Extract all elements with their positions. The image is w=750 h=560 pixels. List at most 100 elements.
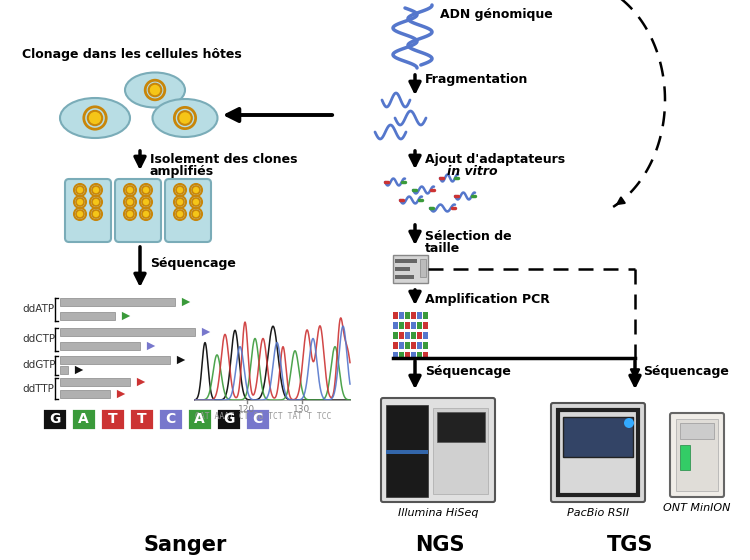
Text: G: G (223, 412, 234, 426)
Bar (433, 408, 488, 494)
Bar (423, 322, 428, 329)
Text: T: T (108, 412, 117, 426)
Text: ddGTP: ddGTP (22, 361, 56, 371)
Bar (60, 356, 170, 364)
Bar (399, 322, 404, 329)
Bar (399, 342, 404, 349)
Bar (558, 410, 638, 495)
Text: ddATP: ddATP (22, 305, 54, 315)
Bar (423, 342, 428, 349)
Bar (411, 312, 416, 319)
Bar (405, 342, 410, 349)
Circle shape (178, 111, 192, 125)
Bar (393, 342, 398, 349)
Text: C: C (165, 412, 176, 426)
Text: Fragmentation: Fragmentation (425, 73, 528, 86)
Bar (417, 312, 422, 319)
Text: TGS: TGS (607, 535, 653, 555)
Bar (393, 322, 398, 329)
Circle shape (76, 198, 84, 206)
Circle shape (192, 198, 200, 206)
Bar (405, 322, 410, 329)
Bar (405, 332, 410, 339)
Circle shape (92, 210, 100, 218)
Bar (393, 255, 428, 283)
Text: Ajout d'adaptateurs: Ajout d'adaptateurs (425, 153, 566, 166)
Bar (395, 267, 410, 270)
Bar (71, 408, 96, 430)
Bar (100, 408, 125, 430)
Circle shape (142, 198, 150, 206)
Bar (42, 408, 67, 430)
Bar (399, 332, 404, 339)
Bar (187, 408, 212, 430)
FancyBboxPatch shape (115, 179, 161, 242)
Bar (423, 312, 428, 319)
Text: ADN génomique: ADN génomique (440, 8, 553, 21)
Bar (245, 408, 270, 430)
Text: Isolement des clones: Isolement des clones (150, 153, 298, 166)
Bar (437, 412, 485, 442)
Text: A: A (78, 412, 88, 426)
Circle shape (126, 210, 134, 218)
FancyBboxPatch shape (551, 403, 645, 502)
Circle shape (92, 186, 100, 194)
Bar (420, 259, 426, 277)
Bar (393, 312, 398, 319)
Bar (158, 408, 183, 430)
Text: T: T (136, 412, 146, 426)
Bar (680, 423, 714, 439)
Text: NGS: NGS (416, 535, 465, 555)
Ellipse shape (125, 72, 185, 108)
Bar (417, 322, 422, 329)
Bar (411, 342, 416, 349)
Text: Amplification PCR: Amplification PCR (425, 293, 550, 306)
Bar (423, 352, 428, 359)
Text: 120: 120 (238, 405, 256, 414)
Bar (399, 312, 404, 319)
Text: in vitro: in vitro (447, 165, 498, 178)
Text: Sélection de: Sélection de (425, 230, 512, 243)
Bar (563, 417, 633, 457)
Bar (393, 332, 398, 339)
Bar (60, 390, 110, 398)
Circle shape (92, 198, 100, 206)
Circle shape (176, 198, 184, 206)
Ellipse shape (152, 99, 217, 137)
Circle shape (624, 418, 634, 428)
Bar (676, 419, 718, 491)
Text: C: C (252, 412, 262, 426)
Text: taille: taille (425, 242, 460, 255)
FancyBboxPatch shape (381, 398, 495, 502)
Bar (399, 352, 404, 359)
Bar (60, 342, 140, 350)
Circle shape (142, 210, 150, 218)
Bar (417, 332, 422, 339)
Circle shape (176, 186, 184, 194)
Bar (129, 408, 154, 430)
Bar (60, 366, 68, 374)
Bar (411, 352, 416, 359)
Bar (417, 342, 422, 349)
Circle shape (192, 210, 200, 218)
Circle shape (76, 186, 84, 194)
Bar (405, 312, 410, 319)
FancyBboxPatch shape (65, 179, 111, 242)
Text: ddCTP: ddCTP (22, 334, 56, 344)
Text: ddTTP: ddTTP (22, 384, 54, 394)
FancyBboxPatch shape (165, 179, 211, 242)
Bar (60, 378, 130, 386)
Text: Séquencage: Séquencage (425, 366, 511, 379)
Text: A: A (194, 412, 205, 426)
Circle shape (88, 111, 102, 125)
Text: Séquencage: Séquencage (150, 256, 236, 269)
Circle shape (192, 186, 200, 194)
Bar (405, 352, 410, 359)
Text: GAT AAAT CT GG TCT TAT T TCC: GAT AAAT CT GG TCT TAT T TCC (195, 412, 332, 421)
Bar (60, 328, 195, 336)
Text: G: G (49, 412, 60, 426)
Text: Clonage dans les cellules hôtes: Clonage dans les cellules hôtes (22, 48, 242, 61)
Text: Illumina HiSeq: Illumina HiSeq (398, 508, 478, 518)
Bar (393, 352, 398, 359)
Bar (60, 312, 115, 320)
